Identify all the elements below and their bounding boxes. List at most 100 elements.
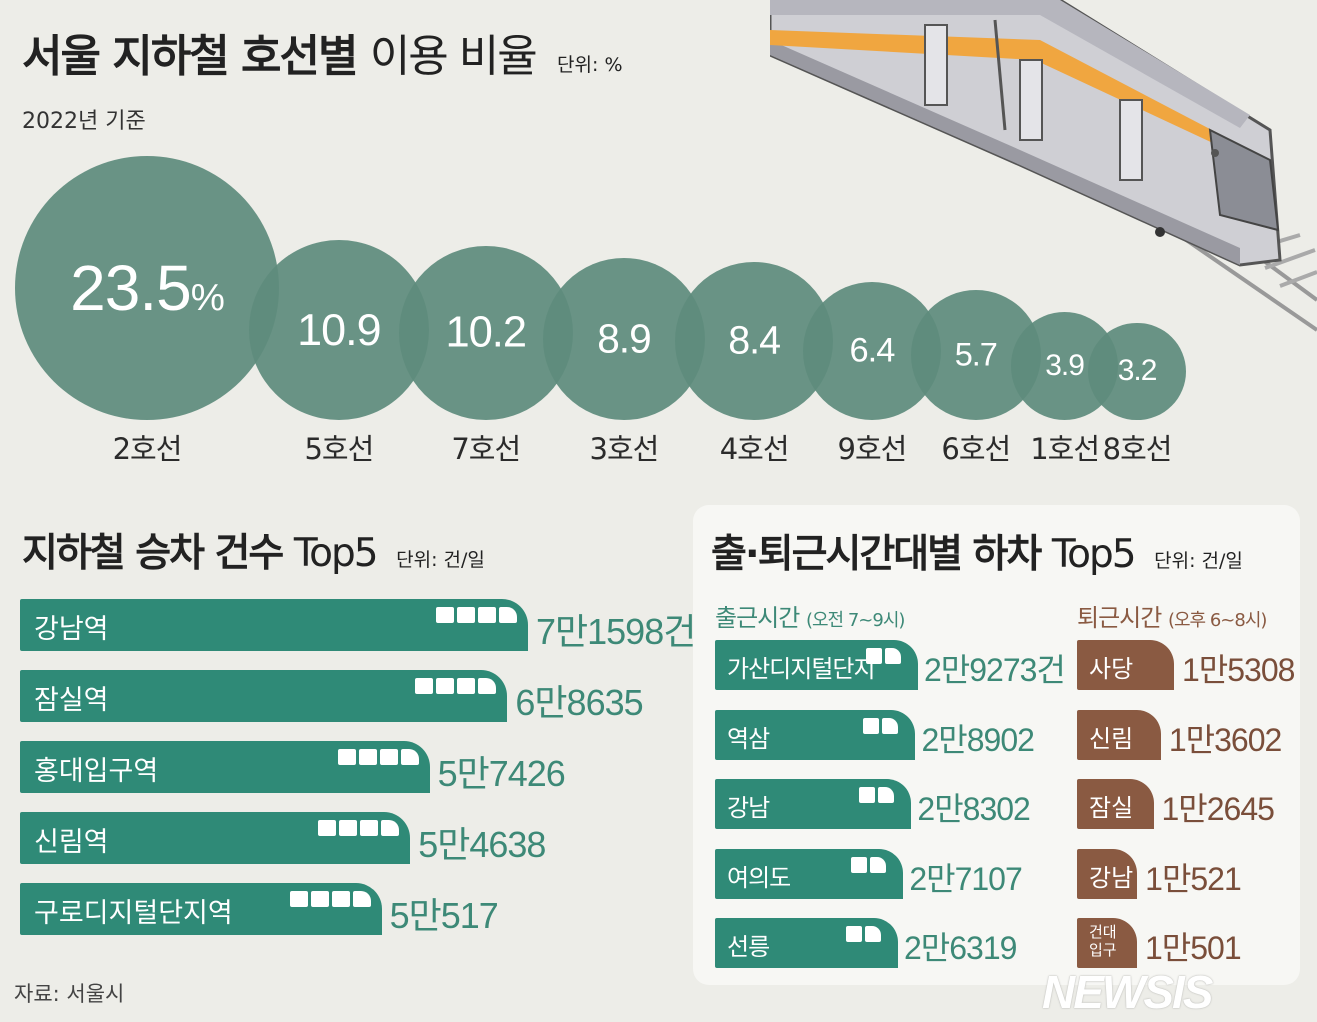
morning-station: 여의도 (727, 863, 791, 892)
train-window-icon (866, 648, 882, 664)
boarding-bar: 구로디지털단지역 (20, 883, 382, 935)
bubble-label: 5호선 (304, 432, 374, 466)
train-window-icon (436, 678, 455, 694)
train-body (770, 0, 1282, 267)
boarding-title-bold: 지하철 승차 건수 (22, 531, 284, 576)
train-window-icon (846, 926, 862, 942)
source-note: 자료: 서울시 (14, 982, 125, 1006)
train-window-icon (870, 856, 887, 873)
boarding-value: 6만8635 (515, 682, 643, 723)
morning-station: 가산디지털단지 (727, 655, 876, 683)
evening-value: 1만501 (1145, 930, 1242, 966)
train-window-icon (379, 749, 398, 765)
boarding-bar: 홍대입구역 (20, 741, 430, 793)
train-window-icon (310, 891, 329, 907)
train-window-icon (478, 678, 497, 694)
panel-title: 출·퇴근시간대별 하차 Top5 단위: 건/일 (711, 523, 1243, 579)
train-window-icon (878, 787, 895, 803)
evening-station: 신림 (1089, 724, 1134, 753)
boarding-value: 7만1598건 (536, 611, 696, 652)
title-light: 이용 비율 (369, 31, 538, 82)
bubble-label: 1호선 (1030, 432, 1100, 466)
train-window-icon (851, 856, 868, 873)
morning-station: 역삼 (727, 724, 770, 753)
bubble-label: 2호선 (112, 432, 183, 466)
train-window-icon (358, 749, 377, 765)
morning-value: 2만6319 (904, 930, 1017, 966)
boarding-bar: 강남역 (20, 599, 528, 651)
panel-title-bold: 출·퇴근시간대별 하차 (711, 532, 1042, 577)
morning-bar: 선릉 (715, 918, 898, 968)
title-unit: 단위: % (557, 54, 623, 76)
bubble-value: 6.4 (849, 331, 895, 370)
boarding-title-light: Top5 (293, 531, 379, 576)
morning-bar: 여의도 (715, 848, 904, 899)
train-window-icon (289, 891, 308, 907)
boarding-title: 지하철 승차 건수 Top5 단위: 건/일 (22, 522, 485, 578)
train-window-icon (865, 926, 881, 942)
evening-station: 잠실 (1089, 794, 1134, 822)
evening-bar: 건대 입구 (1077, 918, 1137, 968)
train-window-icon (457, 607, 475, 623)
train-window-icon (352, 891, 371, 907)
train-window-icon (415, 678, 434, 694)
bubble-value: 5.7 (954, 336, 998, 373)
boarding-value: 5만4638 (418, 824, 546, 865)
boarding-station: 신림역 (34, 827, 109, 858)
train-window-icon (339, 820, 358, 836)
train-window-icon (499, 607, 517, 623)
boarding-unit: 단위: 건/일 (396, 549, 485, 571)
evening-value: 1만2645 (1161, 791, 1275, 827)
morning-sub: (오전 7~9시) (805, 610, 905, 631)
train-window-icon (863, 717, 880, 734)
train-window-icon (859, 787, 876, 803)
evening-station: 건대 입구 (1089, 923, 1117, 959)
morning-value: 2만9273건 (924, 652, 1066, 688)
panel-title-light: Top5 (1051, 532, 1137, 577)
boarding-station: 강남역 (34, 614, 109, 645)
morning-bar: 역삼 (715, 709, 916, 760)
panel-unit: 단위: 건/일 (1154, 550, 1243, 572)
commute-panel: 출·퇴근시간대별 하차 Top5 단위: 건/일 출근시간 (오전 7~9시) … (693, 505, 1300, 985)
evening-station: 강남 (1089, 863, 1134, 892)
boarding-station: 홍대입구역 (34, 756, 159, 787)
evening-sub: (오후 6~8시) (1167, 610, 1267, 631)
bubble-label: 6호선 (941, 432, 1011, 466)
morning-bar: 가산디지털단지 (715, 640, 918, 690)
bubble-label: 9호선 (837, 432, 908, 466)
train-window-icon (337, 749, 356, 765)
train-window-icon (882, 717, 899, 734)
morning-head: 출근시간 (715, 604, 800, 632)
morning-station: 강남 (727, 794, 770, 822)
train-window-icon (478, 607, 496, 623)
train-window-icon (436, 607, 454, 623)
train-window-icon (381, 820, 400, 836)
bubble-label: 3호선 (589, 432, 660, 466)
bubble-label: 8호선 (1102, 432, 1173, 466)
train-window-icon (457, 678, 476, 694)
bubble-value: 10.2 (445, 308, 527, 357)
bubble-chart: 23.5% 2호선 10.9 5호선 10.2 7호선 8.9 3호선 8.4 4호선 6.4 9호선… (0, 0, 1317, 480)
train-window-icon (400, 749, 419, 765)
bubble-value: 3.2 (1117, 354, 1158, 388)
evening-header: 퇴근시간 (오후 6~8시) (1077, 598, 1267, 633)
train-illustration (770, 0, 1317, 332)
bubble-value: 8.4 (728, 318, 781, 363)
morning-value: 2만8302 (917, 791, 1030, 827)
train-window-icon (331, 891, 350, 907)
bubble-2호선 (15, 156, 279, 420)
morning-bar: 강남 (715, 779, 912, 829)
bubble-value: 8.9 (597, 315, 651, 362)
bubble-value: 23.5% (70, 252, 225, 324)
bubble-label: 4호선 (719, 432, 790, 466)
train-window-icon (360, 820, 379, 836)
bubble-value: 10.9 (297, 304, 381, 356)
title-bold: 서울 지하철 호선별 (22, 31, 358, 82)
evening-station: 사당 (1089, 655, 1134, 683)
train-window-icon (318, 820, 337, 836)
page-title: 서울 지하철 호선별 이용 비율 단위: % (22, 20, 623, 84)
bubble-8호선 (1088, 322, 1186, 420)
bubble-value: 3.9 (1045, 349, 1085, 383)
boarding-value: 5만7426 (437, 753, 566, 794)
boarding-bar: 잠실역 (20, 670, 508, 722)
